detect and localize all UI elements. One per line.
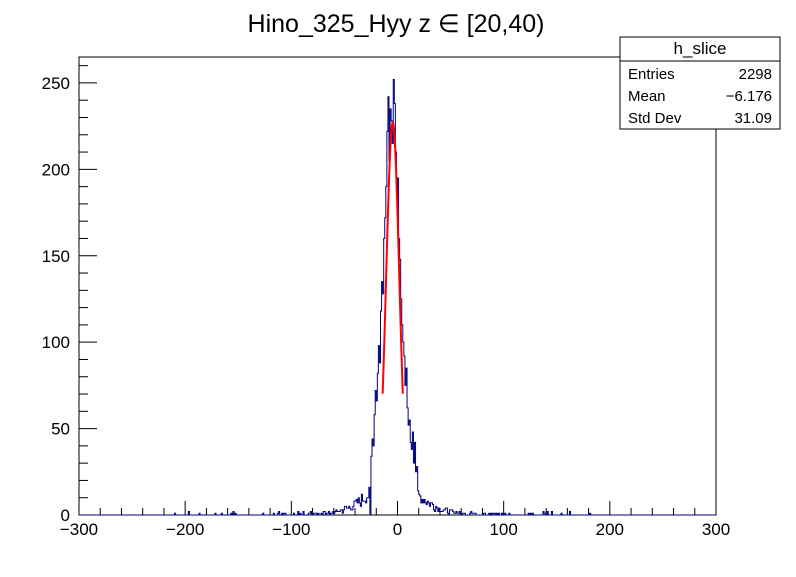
x-axis: −300 −200 −100 0 100 200 300 [60, 501, 730, 539]
x-tick-label: 200 [596, 520, 624, 539]
fit-curve [381, 121, 404, 394]
stats-box-title: h_slice [674, 39, 727, 58]
x-tick-label: 100 [489, 520, 517, 539]
stats-value-stddev: 31.09 [734, 110, 772, 127]
y-tick-label: 0 [61, 506, 70, 525]
y-tick-label: 150 [42, 247, 70, 266]
y-axis: 0 50 100 150 200 250 [42, 65, 97, 525]
histogram-series [79, 78, 716, 516]
stats-label-stddev: Std Dev [628, 110, 682, 127]
stats-value-entries: 2298 [739, 66, 772, 83]
stats-box: h_slice Entries 2298 Mean −6.176 Std Dev… [619, 36, 781, 130]
x-tick-label: 0 [393, 520, 402, 539]
x-tick-label: −300 [60, 520, 98, 539]
y-tick-label: 100 [42, 333, 70, 352]
gaussian-fit-line [381, 121, 404, 394]
stats-label-mean: Mean [628, 88, 666, 105]
y-tick-label: 200 [42, 160, 70, 179]
y-tick-label: 250 [42, 74, 70, 93]
histogram-outline [79, 78, 716, 516]
stats-box-frame [619, 36, 781, 130]
stats-value-mean: −6.176 [726, 88, 772, 105]
x-tick-label: −100 [272, 520, 310, 539]
y-tick-label: 50 [51, 420, 70, 439]
x-tick-label: −200 [166, 520, 204, 539]
stats-label-entries: Entries [628, 66, 675, 83]
x-tick-label: 300 [702, 520, 730, 539]
chart-title: Hino_325_Hyy z ∈ [20,40) [248, 10, 545, 38]
